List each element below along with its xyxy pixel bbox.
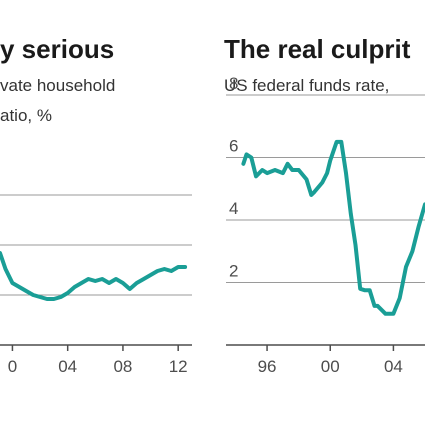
right-x-tick-label: 00 (321, 357, 340, 376)
right-y-tick-label: 2 (229, 262, 238, 281)
left-x-tick-label: 12 (169, 357, 188, 376)
left-x-tick-label: 04 (58, 357, 77, 376)
left-chart-title: y serious (0, 34, 114, 64)
right-x-tick-label: 04 (384, 357, 403, 376)
left-chart-subtitle-line-1: vate household (0, 76, 115, 95)
right-y-tick-label: 8 (229, 74, 238, 93)
right-series-line (241, 139, 425, 316)
right-y-tick-label: 6 (229, 137, 238, 156)
left-series-line (0, 251, 188, 301)
left-x-tick-label: 08 (113, 357, 132, 376)
right-chart-subtitle: US federal funds rate, (224, 76, 389, 95)
right-chart-title: The real culprit (224, 34, 411, 64)
right-y-tick-label: 4 (229, 199, 238, 218)
left-chart-subtitle-line-2: atio, % (0, 106, 52, 125)
left-x-tick-label: 0 (8, 357, 17, 376)
left-chart: y serious vate household atio, % 0 04 08 12 (0, 34, 192, 376)
right-x-tick-label: 96 (258, 357, 277, 376)
right-chart: The real culprit US federal funds rate, … (224, 34, 425, 376)
